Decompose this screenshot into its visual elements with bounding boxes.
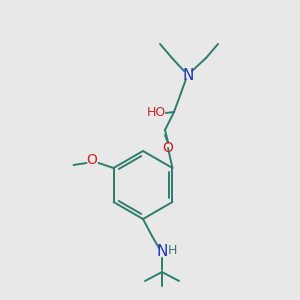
Text: O: O	[86, 153, 97, 167]
Text: N: N	[182, 68, 194, 82]
Text: O: O	[163, 141, 173, 155]
Text: H: H	[167, 244, 177, 257]
Text: HO: HO	[146, 106, 166, 119]
Text: N: N	[156, 244, 168, 260]
